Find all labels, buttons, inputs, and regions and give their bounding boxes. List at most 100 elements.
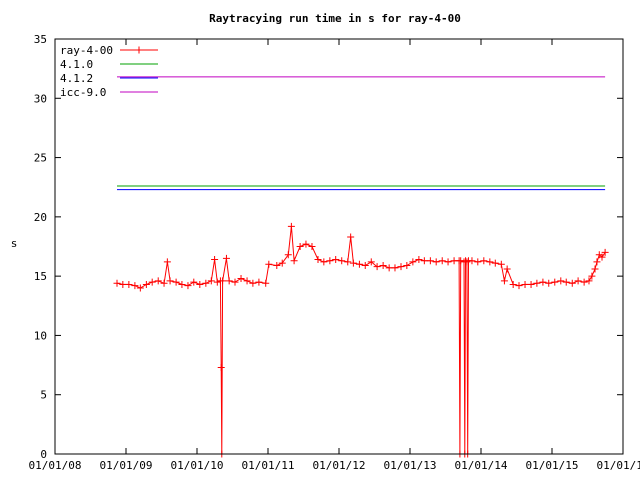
data-point <box>580 278 588 286</box>
data-point <box>509 280 517 288</box>
data-point <box>468 257 476 265</box>
data-point <box>403 261 411 269</box>
data-point <box>207 277 215 285</box>
series-layer <box>113 76 609 458</box>
x-tick-label: 01/01/10 <box>171 459 224 472</box>
chart-title: Raytracying run time in s for ray-4-00 <box>209 12 461 25</box>
data-point <box>166 277 174 285</box>
data-point <box>444 258 452 266</box>
data-point <box>349 259 357 267</box>
data-point <box>172 278 180 286</box>
data-point <box>213 278 221 286</box>
data-point <box>344 258 352 266</box>
data-point <box>219 277 227 285</box>
data-point <box>136 284 144 292</box>
legend-label: 4.1.2 <box>60 72 93 85</box>
data-point <box>420 257 428 265</box>
series-line <box>116 226 606 455</box>
data-point <box>196 280 204 288</box>
data-point <box>347 233 355 241</box>
data-point <box>491 259 499 267</box>
y-tick-label: 20 <box>34 211 47 224</box>
data-point <box>142 280 150 288</box>
data-point <box>474 258 482 266</box>
y-tick-label: 35 <box>34 33 47 46</box>
legend-marker <box>135 46 143 54</box>
data-point <box>397 263 405 271</box>
x-tick-label: 01/01/16 <box>597 459 640 472</box>
data-point <box>190 278 198 286</box>
data-point <box>154 277 162 285</box>
data-point <box>225 277 233 285</box>
legend-label: ray-4-00 <box>60 44 113 57</box>
y-tick-label: 30 <box>34 92 47 105</box>
x-tick-label: 01/01/08 <box>29 459 82 472</box>
data-point <box>588 272 596 280</box>
data-point <box>391 264 399 272</box>
x-tick-label: 01/01/15 <box>526 459 579 472</box>
data-point <box>326 257 334 265</box>
data-point <box>125 280 133 288</box>
data-point <box>249 279 257 287</box>
data-point <box>308 243 316 250</box>
data-point <box>515 282 523 290</box>
data-point <box>438 257 446 265</box>
data-point <box>302 240 310 248</box>
data-point <box>367 258 375 266</box>
data-point <box>593 258 601 266</box>
data-point <box>480 257 488 265</box>
data-point <box>314 256 322 264</box>
data-point <box>486 258 494 266</box>
data-point <box>539 278 547 286</box>
data-point <box>568 279 576 287</box>
data-point <box>184 282 192 290</box>
y-tick-label: 25 <box>34 152 47 165</box>
data-point <box>379 261 387 269</box>
y-tick-label: 0 <box>40 448 47 461</box>
data-point <box>415 256 423 264</box>
data-point <box>527 280 535 288</box>
data-point <box>545 279 553 287</box>
data-point <box>211 256 219 264</box>
data-point <box>113 279 121 287</box>
data-point <box>202 279 210 287</box>
data-point <box>278 259 286 267</box>
data-point <box>497 260 505 268</box>
y-tick-label: 5 <box>40 389 47 402</box>
data-point <box>373 263 381 271</box>
data-point <box>262 279 270 287</box>
data-point <box>601 248 609 256</box>
data-point <box>562 278 570 286</box>
data-point <box>338 257 346 265</box>
data-point <box>284 251 292 259</box>
data-point <box>557 277 565 285</box>
data-point <box>426 257 434 265</box>
data-point <box>533 279 541 287</box>
data-point <box>521 280 529 288</box>
y-tick-label: 15 <box>34 270 47 283</box>
data-point <box>296 243 304 250</box>
data-point <box>463 258 471 266</box>
data-point <box>255 278 263 286</box>
legend-label: icc-9.0 <box>60 86 106 99</box>
data-point <box>273 261 281 269</box>
data-point <box>119 280 127 288</box>
legend-label: 4.1.0 <box>60 58 93 71</box>
data-point <box>320 258 328 266</box>
y-tick-label: 10 <box>34 329 47 342</box>
x-tick-label: 01/01/11 <box>242 459 295 472</box>
data-point <box>361 261 369 269</box>
data-point <box>332 256 340 264</box>
x-tick-label: 01/01/13 <box>384 459 437 472</box>
data-point <box>574 277 582 285</box>
data-point <box>131 282 139 290</box>
data-point <box>265 260 273 268</box>
data-point <box>585 277 593 285</box>
data-point <box>163 258 171 266</box>
data-point <box>500 277 508 285</box>
data-point <box>503 265 511 273</box>
data-point <box>409 258 417 266</box>
data-point <box>148 278 156 286</box>
